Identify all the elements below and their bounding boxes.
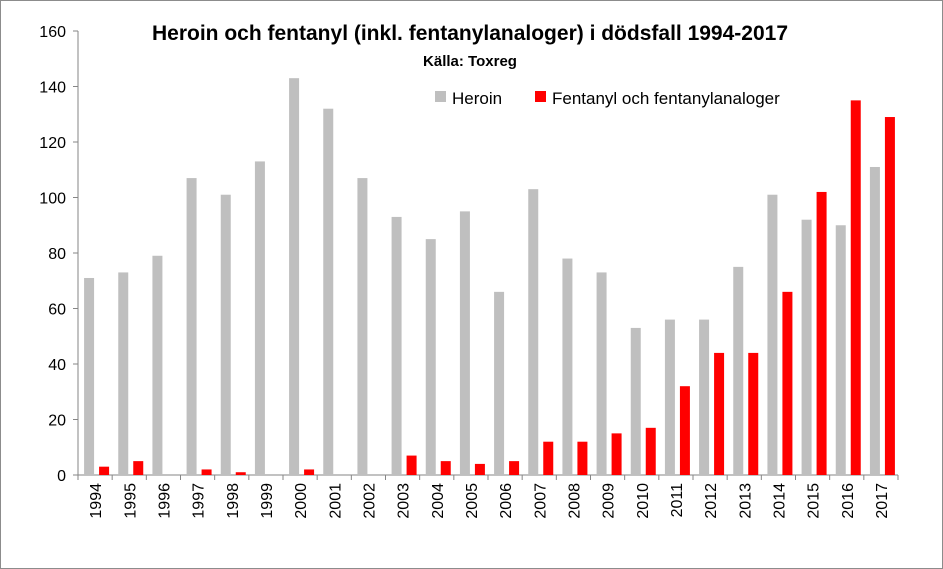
chart-title: Heroin och fentanyl (inkl. fentanylanalo… bbox=[152, 22, 788, 45]
x-tick-label: 2013 bbox=[737, 483, 754, 519]
bar-fentanyl-2014 bbox=[782, 291, 793, 475]
bar-heroin-2014 bbox=[767, 194, 778, 475]
y-tick-label: 80 bbox=[48, 246, 66, 263]
x-tick-label: 2005 bbox=[464, 483, 481, 519]
bar-fentanyl-1998 bbox=[235, 472, 246, 475]
x-tick-label: 1998 bbox=[225, 483, 242, 519]
bar-fentanyl-2016 bbox=[850, 100, 861, 475]
x-tick-label: 2009 bbox=[601, 483, 618, 519]
bar-heroin-2006 bbox=[494, 291, 505, 475]
bar-fentanyl-2009 bbox=[611, 433, 622, 475]
y-tick-label: 40 bbox=[48, 357, 66, 374]
bar-heroin-1994 bbox=[84, 277, 95, 475]
legend-label-fentanyl: Fentanyl och fentanylanaloger bbox=[552, 89, 780, 108]
x-tick-label: 2017 bbox=[874, 483, 891, 519]
x-tick-label: 2007 bbox=[532, 483, 549, 519]
x-axis: 1994 1995 1996 1997 1998 1999 2000 2001 2002 2003… bbox=[77, 474, 899, 519]
bar-heroin-2011 bbox=[664, 319, 675, 475]
legend-swatch-heroin bbox=[435, 91, 446, 102]
bar-fentanyl-2012 bbox=[714, 352, 725, 475]
x-tick-label: 2000 bbox=[293, 483, 310, 519]
bar-fentanyl-2003 bbox=[406, 455, 417, 475]
bar-heroin-2009 bbox=[596, 272, 607, 475]
legend: Heroin Fentanyl och fentanylanaloger bbox=[435, 89, 780, 108]
x-tick-label: 2001 bbox=[327, 483, 344, 519]
bar-heroin-2007 bbox=[528, 189, 539, 476]
bar-fentanyl-1995 bbox=[133, 461, 144, 475]
bar-heroin-2005 bbox=[459, 211, 470, 475]
bar-heroin-1998 bbox=[220, 194, 231, 475]
bar-heroin-2002 bbox=[357, 178, 368, 475]
bar-fentanyl-2005 bbox=[474, 463, 485, 475]
bar-heroin-2000 bbox=[289, 78, 300, 476]
bar-heroin-2003 bbox=[391, 216, 402, 476]
bar-heroin-1996 bbox=[152, 255, 163, 475]
bar-heroin-2004 bbox=[425, 239, 436, 475]
bar-heroin-2016 bbox=[835, 225, 846, 475]
bar-heroin-2001 bbox=[323, 108, 334, 475]
legend-swatch-fentanyl bbox=[535, 91, 546, 102]
x-tick-label: 2012 bbox=[703, 483, 720, 519]
y-tick-label: 0 bbox=[57, 468, 66, 485]
legend-label-heroin: Heroin bbox=[452, 89, 502, 108]
y-axis: 0 20 40 60 80 100 120 140 160 bbox=[39, 24, 79, 485]
bar-heroin-2010 bbox=[630, 327, 641, 475]
y-tick-label: 60 bbox=[48, 302, 66, 319]
x-tick-label: 1995 bbox=[122, 483, 139, 519]
bar-fentanyl-2000 bbox=[304, 469, 315, 475]
x-tick-label: 2011 bbox=[669, 483, 686, 518]
bar-fentanyl-1994 bbox=[99, 466, 110, 475]
bar-heroin-2017 bbox=[869, 166, 880, 475]
bar-fentanyl-2013 bbox=[748, 352, 759, 475]
bar-fentanyl-2011 bbox=[679, 386, 690, 475]
bar-heroin-1997 bbox=[186, 178, 197, 475]
bar-heroin-2013 bbox=[733, 266, 744, 475]
bars bbox=[84, 78, 895, 476]
x-tick-label: 2015 bbox=[806, 483, 823, 519]
y-tick-label: 120 bbox=[39, 135, 66, 152]
bar-fentanyl-2015 bbox=[816, 191, 827, 475]
x-tick-label: 1996 bbox=[156, 483, 173, 519]
x-tick-label: 2008 bbox=[566, 483, 583, 519]
bar-heroin-1999 bbox=[254, 161, 265, 476]
y-tick-label: 160 bbox=[39, 24, 66, 41]
x-tick-label: 2016 bbox=[840, 483, 857, 519]
bar-heroin-2008 bbox=[562, 258, 573, 475]
x-tick-label: 2014 bbox=[771, 483, 788, 519]
x-tick-label: 2006 bbox=[498, 483, 515, 519]
x-tick-label: 1994 bbox=[88, 483, 105, 519]
y-tick-label: 20 bbox=[48, 413, 66, 430]
y-tick-label: 100 bbox=[39, 191, 66, 208]
x-tick-label: 2010 bbox=[635, 483, 652, 519]
bar-fentanyl-2008 bbox=[577, 441, 588, 475]
x-tick-label: 1997 bbox=[191, 483, 208, 519]
x-tick-label: 2003 bbox=[396, 483, 413, 519]
bar-fentanyl-2010 bbox=[645, 427, 656, 475]
chart-subtitle: Källa: Toxreg bbox=[423, 53, 517, 70]
bar-fentanyl-2017 bbox=[884, 117, 895, 476]
x-tick-label: 1999 bbox=[259, 483, 276, 519]
x-tick-label: 2004 bbox=[430, 483, 447, 519]
bar-heroin-1995 bbox=[118, 272, 129, 475]
bar-fentanyl-2006 bbox=[509, 461, 520, 475]
bar-fentanyl-1997 bbox=[201, 469, 212, 475]
y-tick-label: 140 bbox=[39, 80, 66, 97]
bar-heroin-2015 bbox=[801, 219, 812, 475]
bar-fentanyl-2007 bbox=[543, 441, 554, 475]
bar-fentanyl-2004 bbox=[440, 461, 451, 475]
x-tick-label: 2002 bbox=[361, 483, 378, 519]
bar-heroin-2012 bbox=[699, 319, 710, 475]
